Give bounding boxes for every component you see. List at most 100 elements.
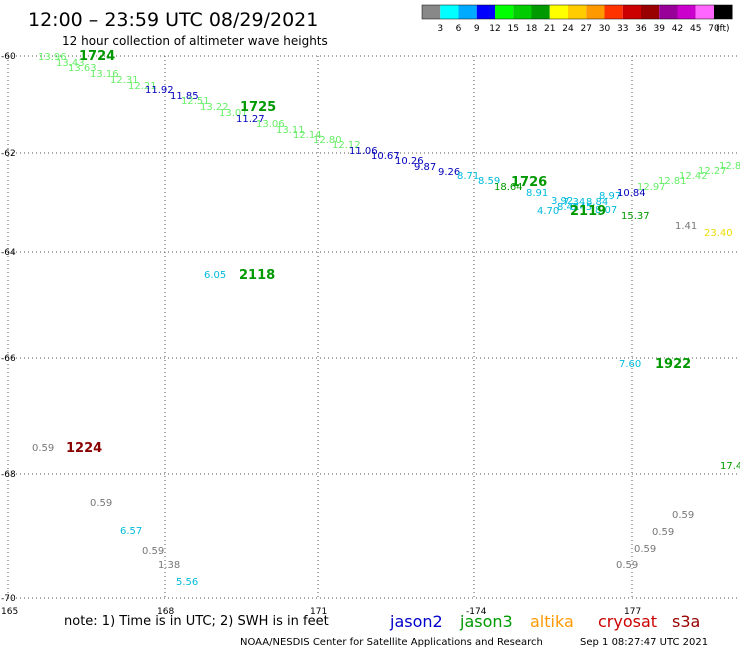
swh-reading: 13.01 xyxy=(219,108,248,119)
swh-reading: 12.51 xyxy=(181,96,210,107)
satellite-name: s3a xyxy=(672,612,700,631)
color-swatch xyxy=(622,5,641,19)
latitude-label: -66 xyxy=(1,354,16,364)
color-scale-label: 27 xyxy=(581,24,592,34)
swh-readings: 13.9613.4313.6313.1612.3112.2111.9211.85… xyxy=(32,52,740,588)
swh-reading: 5.56 xyxy=(176,577,198,588)
swh-reading: 7.34 xyxy=(563,197,585,208)
swh-reading: 9.26 xyxy=(438,167,460,178)
satellite-name: cryosat xyxy=(598,612,657,631)
color-scale-label: 12 xyxy=(489,24,500,34)
swh-reading: 8.47 xyxy=(557,202,579,213)
pass-label: 2118 xyxy=(239,268,275,283)
color-swatch xyxy=(659,5,678,19)
swh-reading: 12.12 xyxy=(332,140,361,151)
swh-reading: 3.92 xyxy=(551,196,573,207)
satellite-legend: jason2 jason3 altika cryosat s3a xyxy=(389,612,700,631)
swh-reading: 8.84 xyxy=(586,197,608,208)
swh-reading: 1.41 xyxy=(675,221,697,232)
swh-reading: 12.31 xyxy=(110,75,139,86)
swh-reading: 0.59 xyxy=(90,498,112,509)
swh-reading: 0.59 xyxy=(652,527,674,538)
longitude-label: 177 xyxy=(624,607,641,617)
color-swatch xyxy=(714,5,733,19)
swh-reading: 6.57 xyxy=(120,526,142,537)
swh-reading: 13.22 xyxy=(200,102,229,113)
swh-reading: 18.64 xyxy=(494,182,523,193)
color-swatch xyxy=(476,5,495,19)
color-scale-unit: (ft) xyxy=(716,24,730,34)
color-scale-label: 39 xyxy=(654,24,666,34)
swh-reading: 13.06 xyxy=(256,119,285,130)
latitude-label: -70 xyxy=(1,594,16,604)
swh-reading: 1.38 xyxy=(158,560,180,571)
swh-reading: 12.8 xyxy=(719,161,740,172)
color-swatch xyxy=(458,5,477,19)
footer-note: note: 1) Time is in UTC; 2) SWH is in fe… xyxy=(64,614,329,629)
swh-reading: 8.97 xyxy=(599,191,621,202)
swh-reading: 11.06 xyxy=(349,146,378,157)
color-scale-label: 3 xyxy=(437,24,443,34)
swh-reading: 0.59 xyxy=(32,443,54,454)
swh-reading: 8.91 xyxy=(526,188,548,199)
color-swatch xyxy=(422,5,441,19)
satellite-name: altika xyxy=(530,612,574,631)
latitude-label: -60 xyxy=(1,52,16,62)
satellite-name: jason2 xyxy=(389,612,443,631)
swh-reading: 8.07 xyxy=(595,205,617,216)
color-swatch xyxy=(604,5,623,19)
swh-reading: 12.27 xyxy=(698,166,727,177)
swh-reading: 10.26 xyxy=(395,156,424,167)
color-scale-label: 24 xyxy=(562,24,574,34)
footer: note: 1) Time is in UTC; 2) SWH is in fe… xyxy=(64,612,708,648)
swh-reading: 15.37 xyxy=(621,211,650,222)
color-swatch xyxy=(586,5,605,19)
satellite-name: jason3 xyxy=(459,612,513,631)
color-swatch xyxy=(677,5,696,19)
longitude-label: 168 xyxy=(157,607,174,617)
swh-reading: 11.27 xyxy=(236,114,265,125)
swh-reading: 11.92 xyxy=(145,85,174,96)
color-scale-label: 70 xyxy=(708,24,720,34)
header: 12:00 – 23:59 UTC 08/29/2021 12 hour col… xyxy=(28,9,328,48)
footer-credit: NOAA/NESDIS Center for Satellite Applica… xyxy=(240,637,543,648)
color-swatch xyxy=(513,5,532,19)
swh-reading: 10.84 xyxy=(617,188,646,199)
pass-labels: 1724 1725 1726 2119 2118 1922 1224 xyxy=(66,49,691,456)
latitude-label: -64 xyxy=(1,248,16,258)
longitude-label: 171 xyxy=(310,607,327,617)
color-swatch xyxy=(641,5,660,19)
swh-reading: 12.81 xyxy=(658,176,687,187)
swh-reading: 8.71 xyxy=(457,171,479,182)
swh-reading: 12.80 xyxy=(313,135,342,146)
swh-reading: 13.16 xyxy=(90,69,119,80)
swh-reading: 13.11 xyxy=(276,125,305,136)
axis-labels: -60 -62 -64 -66 -68 -70 165 168 171 -174 177 xyxy=(1,52,641,617)
color-scale-label: 18 xyxy=(526,24,538,34)
color-scale-label: 21 xyxy=(544,24,555,34)
grid-lines xyxy=(7,55,740,600)
swh-reading: 0.59 xyxy=(616,560,638,571)
swh-reading: 12.21 xyxy=(128,81,157,92)
footer-timestamp: Sep 1 08:27:47 UTC 2021 xyxy=(580,637,708,648)
pass-label: 1725 xyxy=(240,100,276,115)
page-title: 12:00 – 23:59 UTC 08/29/2021 xyxy=(28,9,318,31)
swh-reading: 13.63 xyxy=(68,63,97,74)
color-scale-label: 33 xyxy=(617,24,628,34)
swh-reading: 12.97 xyxy=(637,182,666,193)
swh-reading: 0.59 xyxy=(142,546,164,557)
swh-reading: 9.87 xyxy=(414,162,436,173)
color-swatch xyxy=(568,5,587,19)
color-scale-legend: 3 6 9 12 15 18 21 24 27 30 33 36 39 42 45 70(ft) xyxy=(421,4,733,34)
latitude-label: -68 xyxy=(1,470,16,480)
pass-label: 1724 xyxy=(79,49,115,64)
page-subtitle: 12 hour collection of altimeter wave hei… xyxy=(62,34,328,48)
swh-reading: 11.85 xyxy=(170,91,199,102)
color-scale-label: 30 xyxy=(599,24,611,34)
swh-reading: 23.40 xyxy=(704,228,733,239)
swh-reading: 13.96 xyxy=(38,52,67,63)
color-swatch xyxy=(531,5,550,19)
longitude-label: 165 xyxy=(1,607,18,617)
swh-reading: 7.60 xyxy=(619,359,641,370)
